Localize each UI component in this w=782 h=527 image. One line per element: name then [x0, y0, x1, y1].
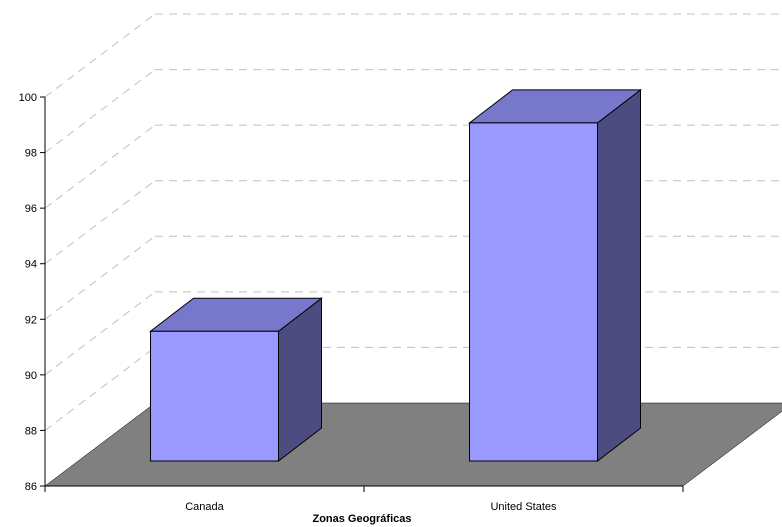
y-tick-label: 86 [25, 481, 37, 493]
grid-line-diagonal [44, 13, 156, 98]
x-tick-label: United States [490, 501, 557, 513]
grid-lines [44, 13, 782, 431]
y-tick-label: 100 [19, 92, 37, 104]
y-tick-label: 98 [25, 148, 37, 160]
y-tick-label: 96 [25, 203, 37, 215]
x-tick-label: Canada [185, 501, 224, 513]
bar-front-face [150, 330, 279, 462]
y-tick-label: 88 [25, 425, 37, 437]
y-tick-label: 90 [25, 370, 37, 382]
y-tick-label: 94 [25, 259, 37, 271]
bar-canada [149, 297, 323, 463]
grid-line-diagonal [44, 124, 156, 209]
grid-line-diagonal [44, 347, 156, 431]
x-axis-title: Zonas Geográficas [312, 513, 411, 525]
grid-line-diagonal [44, 180, 156, 265]
bar-united-states [468, 88, 642, 463]
axes [40, 96, 684, 492]
bar-front-face [469, 122, 598, 462]
grid-line-diagonal [44, 291, 156, 376]
grid-line-diagonal [44, 69, 156, 153]
grid-line-diagonal [44, 235, 156, 320]
y-tick-label: 92 [25, 314, 37, 326]
bars [149, 88, 642, 463]
bar-side-face [597, 88, 641, 463]
axis-labels: 86 88 90 92 94 96 98 100 Canada United States [19, 92, 557, 513]
